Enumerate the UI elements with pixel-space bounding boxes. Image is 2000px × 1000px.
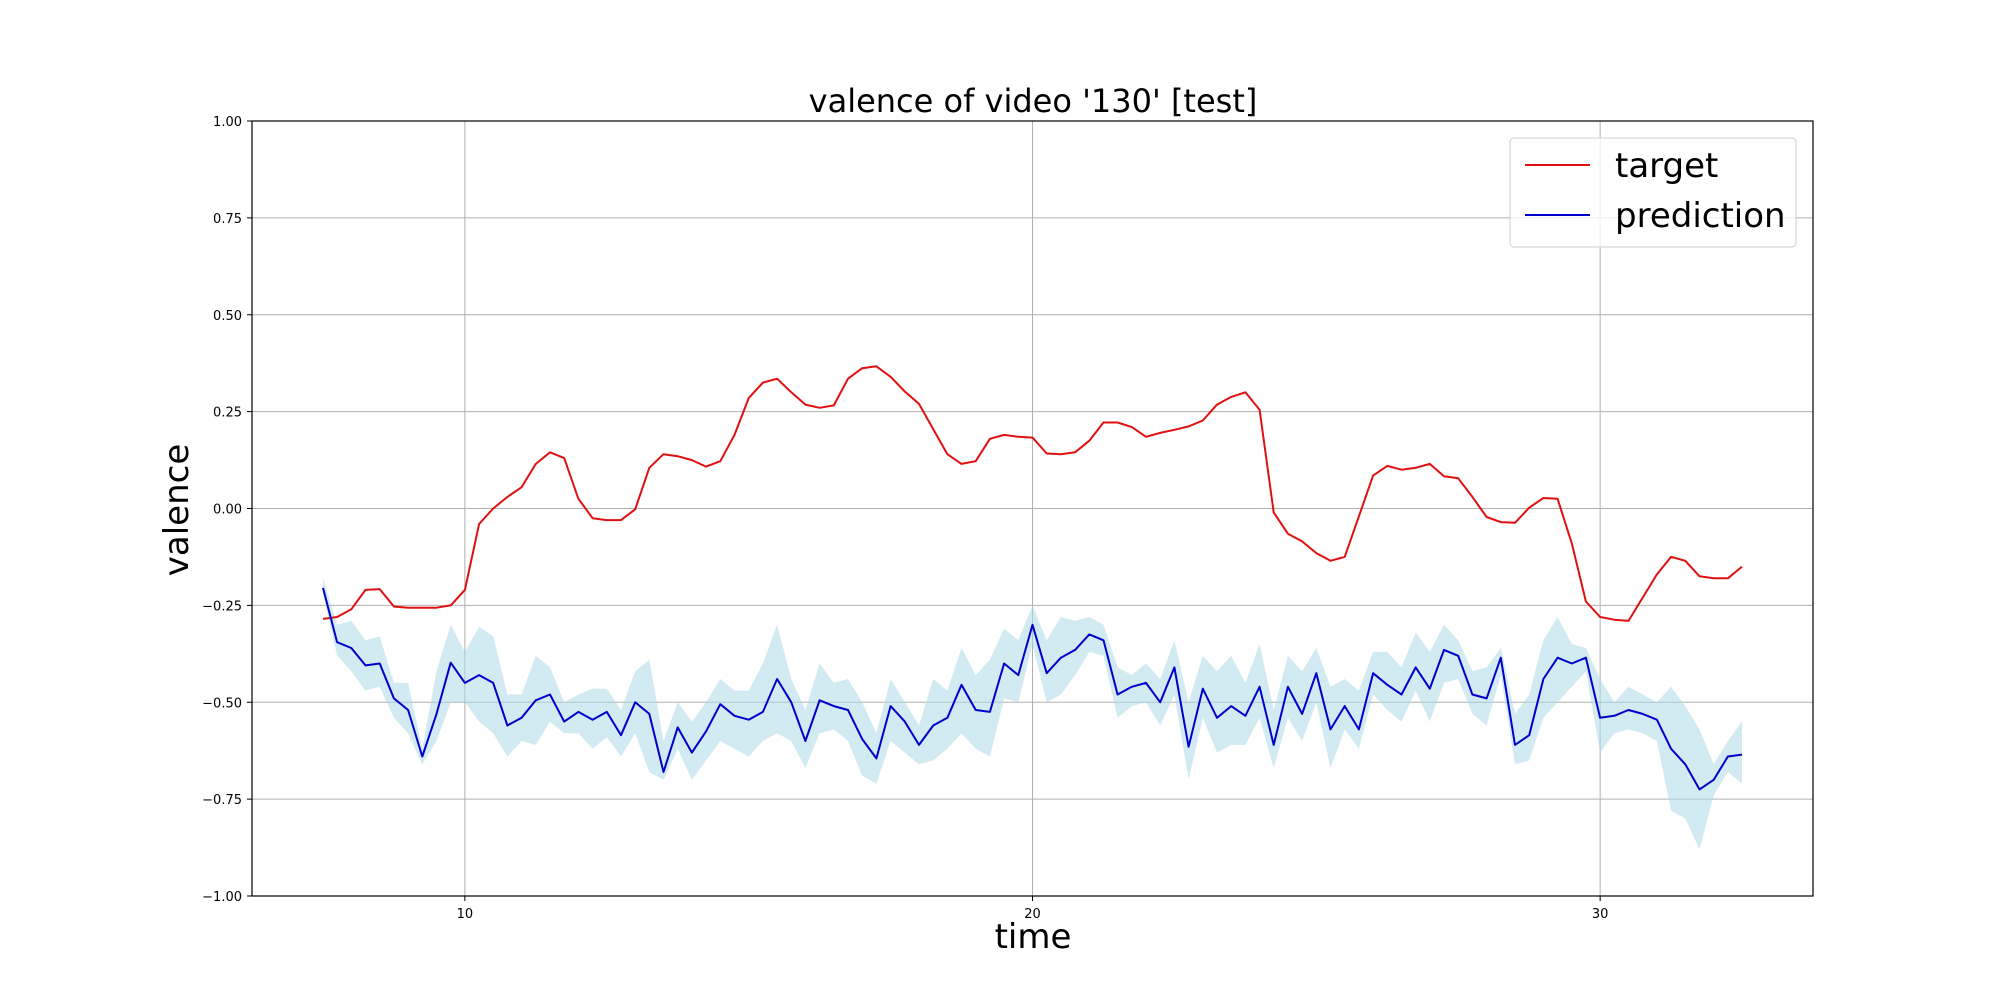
x-axis-label: time	[995, 917, 1072, 957]
y-tick-label: −0.25	[202, 599, 242, 614]
legend-prediction-label: prediction	[1615, 196, 1786, 236]
prediction-uncertainty-band	[323, 578, 1742, 850]
y-tick-label: −0.50	[202, 696, 242, 711]
prediction-band-area	[323, 578, 1742, 850]
series-lines	[322, 365, 1743, 791]
y-tick-label: −1.00	[202, 890, 242, 905]
y-axis-label: valence	[157, 444, 197, 576]
y-tick-label: 0.25	[213, 406, 242, 421]
y-tick-label: 0.75	[213, 212, 242, 227]
target-line	[322, 365, 1743, 622]
x-tick-label: 20	[1024, 907, 1041, 922]
y-tick-label: 0.50	[213, 309, 242, 324]
x-tick-label: 30	[1592, 907, 1609, 922]
axis-ticks: 1.00 0.75 0.50 0.25 0.00 −0.25 −0.50 −0.75 −1.00…	[202, 115, 1608, 922]
legend: target prediction	[1509, 137, 1797, 248]
legend-target-label: target	[1615, 146, 1718, 186]
chart-title: valence of video '130' [test]	[809, 82, 1258, 120]
y-tick-label: −0.75	[202, 793, 242, 808]
y-tick-label: 0.00	[213, 503, 242, 518]
x-tick-label: 10	[457, 907, 474, 922]
prediction-line	[322, 587, 1743, 791]
y-tick-label: 1.00	[213, 115, 242, 130]
